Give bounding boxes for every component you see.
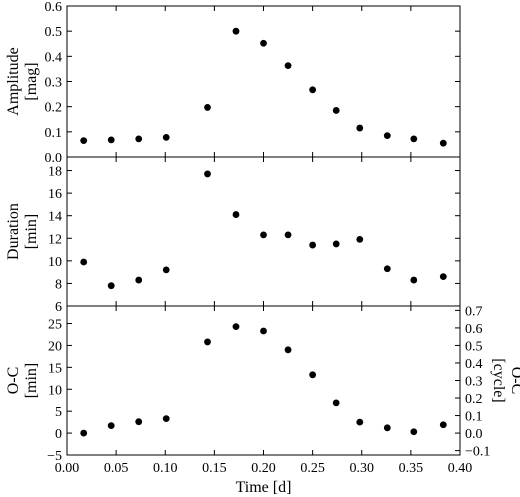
y-tick-label: 0: [55, 427, 62, 442]
y-tick-label: 6: [55, 300, 62, 315]
data-point: [439, 273, 447, 281]
y-tick-label: 0.6: [45, 0, 63, 15]
data-point: [80, 137, 88, 145]
y-tick-label: −5: [47, 449, 62, 464]
y-tick-label: 5: [55, 405, 62, 420]
data-point: [410, 428, 418, 436]
x-tick-label: 0.10: [153, 461, 178, 476]
y-tick-label: 0.1: [45, 126, 63, 141]
y-tick-label: 15: [48, 361, 62, 376]
data-point: [284, 346, 292, 354]
y2-tick-label: 0.4: [465, 357, 483, 372]
data-point: [309, 371, 317, 379]
y-axis-title: O-C: [5, 367, 22, 395]
y-tick-label: 0.0: [45, 151, 63, 166]
data-point: [309, 241, 317, 249]
data-point: [204, 104, 211, 111]
data-point: [232, 211, 240, 218]
x-tick-label: 0.40: [448, 461, 473, 476]
data-point: [232, 323, 240, 330]
y-axis-title: [min]: [23, 363, 40, 399]
y-tick-label: 16: [48, 187, 62, 202]
x-tick-label: 0.30: [350, 461, 375, 476]
y2-tick-label: 0.6: [465, 322, 483, 337]
data-point: [309, 86, 317, 94]
y-axis-title: Duration: [5, 203, 22, 260]
data-point: [162, 133, 170, 141]
data-point: [80, 429, 88, 437]
data-point: [107, 136, 115, 144]
panel-frame: [66, 5, 461, 158]
data-point: [383, 132, 391, 140]
data-point: [439, 421, 447, 429]
y2-tick-label: 0.7: [465, 304, 483, 319]
data-point: [356, 418, 364, 426]
y2-tick-label: 0.2: [465, 392, 483, 407]
y2-tick-label: 0.3: [465, 375, 483, 390]
data-point: [284, 231, 292, 239]
data-point: [260, 231, 267, 239]
y-axis-title: Amplitude: [5, 47, 22, 115]
y-tick-label: 0.3: [45, 76, 63, 91]
data-point: [135, 276, 143, 284]
data-point: [260, 39, 267, 47]
data-point: [356, 236, 364, 243]
data-point: [410, 276, 418, 284]
data-point: [204, 170, 211, 178]
data-point: [107, 282, 115, 290]
data-point: [332, 107, 340, 114]
y-tick-label: 10: [48, 255, 62, 270]
data-point: [383, 424, 391, 432]
data-point: [135, 418, 143, 426]
data-point: [162, 266, 170, 274]
y-tick-label: 10: [48, 383, 62, 398]
x-tick-label: 0.00: [55, 461, 80, 476]
data-point: [80, 258, 88, 266]
data-point: [260, 327, 267, 335]
y2-tick-label: 0.5: [465, 339, 483, 354]
x-tick-label: 0.35: [399, 461, 424, 476]
y-tick-label: 18: [48, 165, 62, 180]
y2-tick-label: 0.0: [465, 427, 483, 442]
y-tick-label: 12: [48, 232, 62, 247]
x-tick-label: 0.05: [104, 461, 129, 476]
y2-tick-label: −0.1: [465, 445, 490, 460]
data-point: [107, 422, 115, 430]
x-tick-label: 0.20: [251, 461, 276, 476]
y2-axis-title: [cycle]: [490, 358, 507, 402]
data-point: [439, 139, 447, 147]
x-tick-label: 0.15: [202, 461, 227, 476]
data-point: [232, 27, 240, 35]
y-tick-label: 20: [48, 339, 62, 354]
y-tick-label: 8: [55, 277, 62, 292]
y2-axis-title: O-C: [508, 367, 520, 395]
data-point: [332, 240, 340, 248]
data-point: [383, 265, 391, 273]
data-point: [284, 62, 292, 70]
x-axis-title: Time [d]: [236, 479, 292, 496]
data-point: [135, 135, 143, 143]
y-tick-label: 25: [48, 318, 62, 333]
data-point: [410, 135, 418, 143]
data-point: [162, 415, 170, 423]
y-axis-title: [mag]: [23, 62, 40, 100]
data-point: [204, 338, 211, 346]
y-axis-title: [min]: [23, 214, 40, 250]
data-point: [332, 399, 340, 407]
y-tick-label: 0.5: [45, 25, 63, 40]
x-tick-label: 0.25: [300, 461, 325, 476]
y-tick-label: 0.4: [45, 50, 63, 65]
y-tick-label: 0.2: [45, 101, 63, 116]
y-tick-label: 14: [48, 210, 62, 225]
data-point: [356, 124, 364, 132]
y2-tick-label: 0.1: [465, 410, 483, 425]
